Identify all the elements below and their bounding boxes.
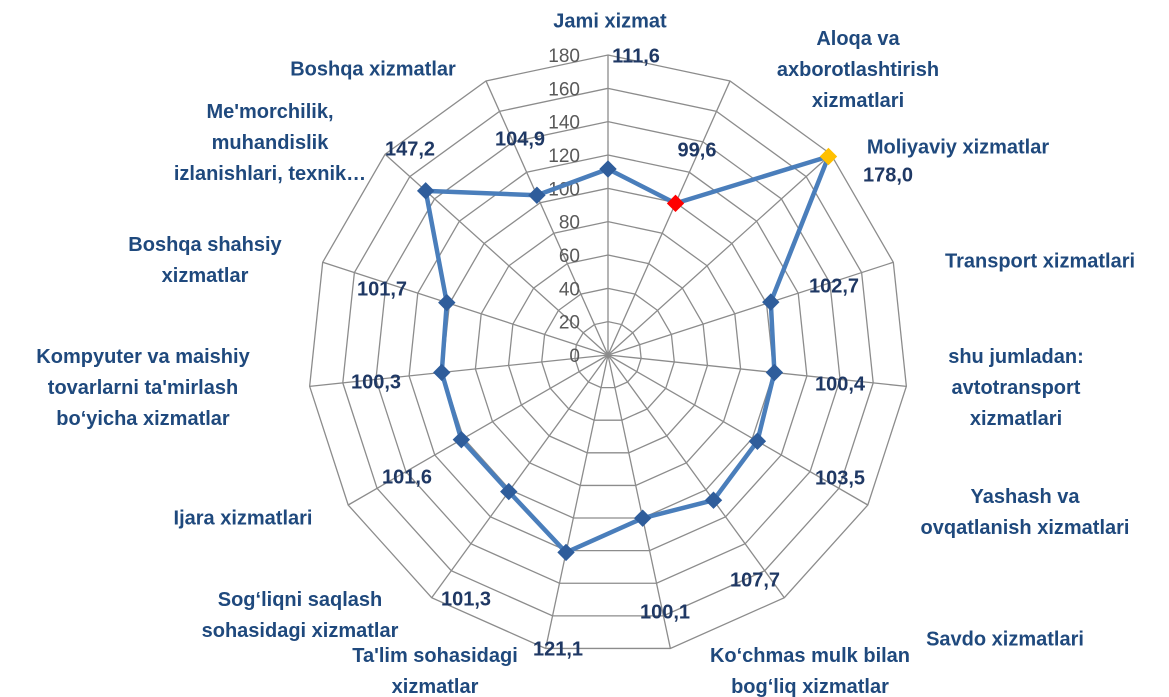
marker	[557, 543, 575, 562]
spoke	[485, 80, 609, 356]
value-label: 147,2	[385, 138, 435, 160]
y-tick-label: 140	[548, 113, 580, 134]
category-label: Savdo xizmatlari	[926, 628, 1084, 650]
value-label: 101,6	[382, 466, 432, 488]
spoke	[607, 80, 731, 356]
grid-ring	[507, 254, 709, 454]
spoke	[607, 354, 907, 388]
value-label: 111,6	[612, 45, 660, 67]
y-tick-label: 40	[559, 279, 580, 300]
y-tick-label: 20	[559, 313, 580, 334]
grid-ring	[308, 54, 908, 650]
value-label: 178,0	[863, 164, 913, 186]
value-label: 101,3	[441, 588, 491, 610]
marker	[528, 186, 546, 204]
category-label: Transport xizmatlari	[945, 250, 1135, 272]
marker	[748, 432, 767, 450]
value-label: 100,3	[351, 371, 401, 393]
category-label: Jami xizmat	[553, 10, 667, 32]
y-tick-label: 160	[548, 79, 580, 100]
marker	[762, 293, 780, 311]
spoke	[347, 354, 609, 506]
value-label: 102,7	[809, 275, 859, 297]
spoke	[544, 354, 609, 649]
category-label: Yashash va ovqatlanish xizmatlari	[921, 486, 1130, 539]
category-label: Boshqa xizmatlar	[290, 58, 456, 80]
category-label: Aloqa va axborotlashtirish xizmatlari	[777, 28, 939, 112]
series-line	[423, 154, 831, 555]
value-label: 107,7	[730, 569, 780, 591]
y-tick-label: 180	[548, 46, 580, 67]
spoke	[431, 354, 609, 599]
marker	[704, 491, 723, 509]
value-label: 103,5	[815, 467, 865, 489]
y-tick-label: 80	[559, 213, 580, 234]
value-label: 101,7	[357, 278, 407, 300]
grid-ring	[541, 287, 675, 421]
marker	[666, 194, 685, 213]
category-label: Me'morchilik, muhandislik izlanishlari, te…	[174, 101, 366, 185]
spoke	[309, 354, 609, 388]
value-label: 100,4	[815, 373, 866, 395]
grid-ring	[474, 221, 742, 487]
spoke	[607, 153, 832, 356]
marker	[433, 363, 451, 382]
marker	[633, 509, 652, 527]
category-label: Moliyaviy xizmatlar	[867, 136, 1050, 158]
category-label: Boshqa shahsiy xizmatlar	[128, 234, 282, 287]
category-label: Sog‘liqni saqlash sohasidagi xizmatlar	[202, 589, 399, 642]
spoke	[607, 354, 785, 599]
spoke	[607, 261, 894, 356]
marker	[765, 363, 784, 382]
value-label: 100,1	[640, 601, 690, 623]
marker	[416, 182, 435, 200]
grid-ring	[342, 87, 874, 617]
marker	[599, 160, 617, 178]
category-label: Ijara xizmatlari	[174, 507, 313, 529]
value-label: 104,9	[495, 128, 545, 150]
marker	[452, 430, 471, 449]
y-tick-label: 60	[559, 246, 580, 267]
category-label: shu jumladan: avtotransport xizmatlari	[948, 346, 1084, 430]
value-label: 121,1	[533, 638, 583, 660]
category-label: Ko‘chmas mulk bilan bog‘liq xizmatlar	[710, 645, 910, 697]
spoke	[607, 354, 869, 506]
value-label: 99,6	[678, 139, 717, 161]
grid-ring	[441, 187, 775, 519]
y-tick-label: 0	[569, 346, 580, 367]
grid-ring	[375, 121, 841, 584]
spoke	[607, 354, 672, 649]
grid-ring	[574, 321, 642, 389]
category-label: Ta'lim sohasidagi xizmatlar	[352, 645, 518, 697]
spoke	[322, 261, 609, 356]
category-label: Kompyuter va maishiy tovarlarni ta'mirlas…	[36, 346, 250, 430]
marker	[500, 482, 518, 501]
marker	[438, 293, 456, 312]
y-tick-label: 120	[548, 146, 580, 167]
marker	[819, 147, 838, 166]
